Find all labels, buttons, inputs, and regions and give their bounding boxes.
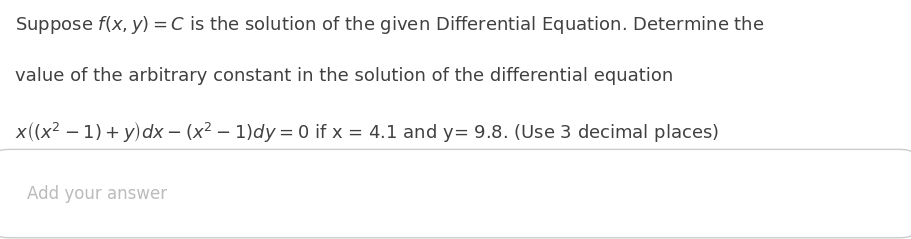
Text: Suppose $f\left(x,y\right)=C$ is the solution of the given Differential Equation: Suppose $f\left(x,y\right)=C$ is the sol… [15,14,764,36]
Text: $x\left(\left(x^2-1\right)+y\right)dx-\left(x^2-1\right)dy=0$ if x = 4.1 and y= : $x\left(\left(x^2-1\right)+y\right)dx-\l… [15,120,719,145]
FancyBboxPatch shape [0,149,911,238]
Text: Add your answer: Add your answer [27,185,168,203]
Text: value of the arbitrary constant in the solution of the differential equation: value of the arbitrary constant in the s… [15,67,673,85]
